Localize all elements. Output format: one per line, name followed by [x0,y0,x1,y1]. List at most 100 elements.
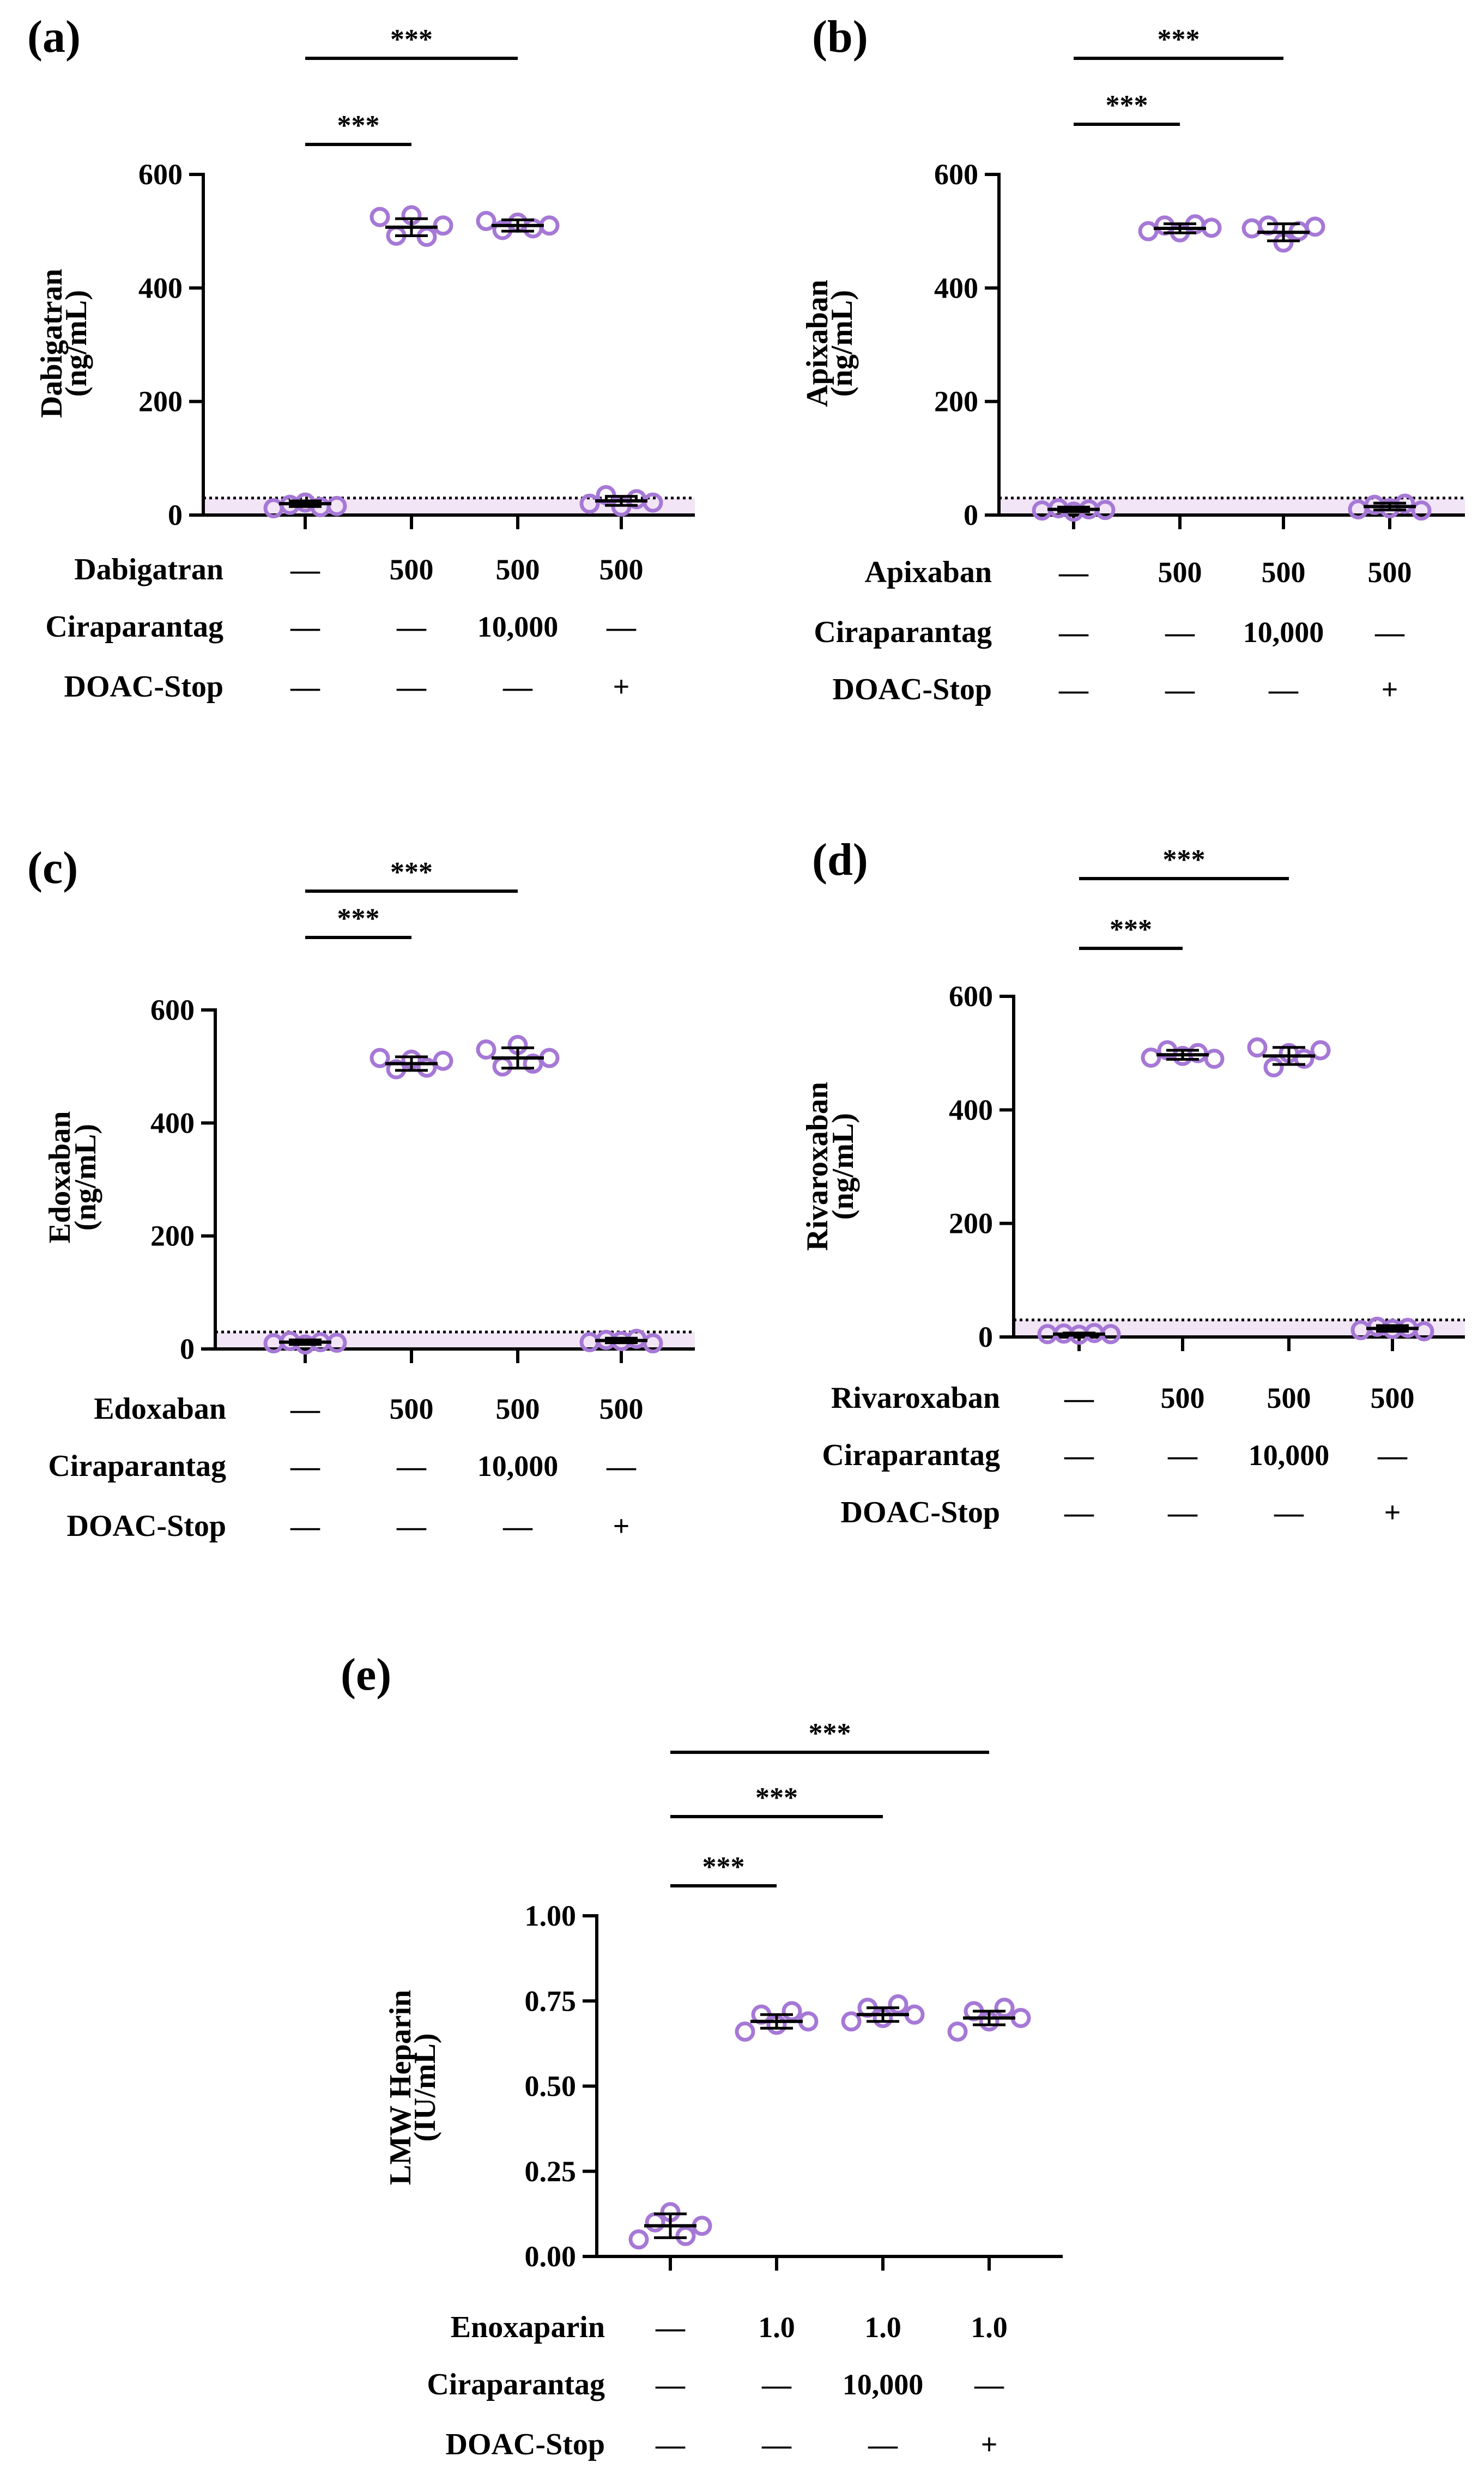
condition-row-label: DOAC-Stop [841,1496,1000,1529]
y-tick-label: 600 [949,980,993,1013]
condition-cell: — [290,1510,320,1542]
condition-cell: + [613,1510,630,1542]
data-point [1138,221,1159,241]
data-point [1294,1049,1315,1069]
data-point [433,1050,453,1071]
condition-cell: — [974,2368,1004,2401]
data-point [370,207,390,227]
data-point [476,1039,496,1060]
condition-row-label: Ciraparantag [45,610,223,644]
group-1 [1037,1323,1121,1345]
group-3 [476,1034,560,1077]
data-point [1241,218,1262,239]
significance-label: *** [702,1851,745,1883]
panel-1: 0200400600Dabigatran(ng/mL)(a)———500——50… [27,11,695,704]
condition-cell: 500 [1158,556,1202,589]
condition-row-label: Apixaban [865,555,992,589]
condition-cell: — [655,2428,686,2461]
condition-cell: — [761,2428,792,2461]
condition-row-label: Rivaroxaban [831,1381,1000,1415]
y-tick-label: 400 [150,1106,195,1139]
condition-cell: 10,000 [1249,1439,1330,1472]
y-tick-label: 400 [949,1093,993,1126]
condition-cell: 1.0 [864,2311,901,2344]
group-2 [735,2001,819,2042]
condition-row-label: Ciraparantag [427,2368,605,2401]
y-tick-label: 200 [138,385,183,418]
data-point [523,218,543,239]
group-1 [628,2202,712,2250]
data-point [947,2022,968,2042]
significance-label: *** [337,110,380,141]
data-point [994,1998,1015,2018]
data-point [1263,1057,1284,1078]
significance-label: *** [1106,90,1148,121]
condition-cell: + [981,2428,998,2461]
condition-cell: — [606,610,637,643]
group-4 [947,1998,1031,2042]
condition-cell: — [396,1450,427,1482]
condition-cell: — [1274,1496,1304,1529]
condition-cell: + [1384,1496,1401,1529]
condition-cell: 500 [1371,1382,1415,1414]
data-point [1414,1321,1434,1342]
condition-cell: — [1374,616,1405,649]
y-axis-label: Edoxaban [43,1111,77,1244]
significance-label: *** [337,903,380,934]
data-point [735,2022,755,2042]
condition-cell: — [1268,673,1299,706]
condition-row-label: DOAC-Stop [833,673,992,706]
data-point [645,2212,665,2232]
y-tick-label: 0.25 [525,2155,577,2188]
condition-cell: — [1165,673,1195,706]
condition-cell: 500 [1368,556,1412,589]
condition-cell: 500 [496,553,540,586]
y-tick-label: 0 [964,499,978,531]
condition-row-label: DOAC-Stop [64,670,223,704]
group-3 [1241,215,1325,253]
condition-cell: — [1058,616,1089,649]
condition-cell: — [290,1450,320,1482]
significance-label: *** [1158,24,1200,55]
data-point [675,2226,696,2246]
panel-label: (b) [812,11,868,62]
data-point [492,1056,513,1077]
condition-cell: — [1064,1382,1094,1414]
y-tick-label: 200 [949,1207,993,1240]
group-2 [370,205,453,247]
group-1 [263,492,347,518]
panel-4: 0200400600Rivaroxaban(ng/mL)(d)———500——5… [801,834,1465,1529]
data-point [628,2229,649,2250]
data-point [1247,1037,1268,1058]
condition-cell: 500 [390,553,434,586]
condition-cell: 500 [1262,556,1306,589]
condition-row-label: Enoxaparin [451,2310,605,2344]
condition-cell: 500 [496,1393,540,1425]
data-point [1141,1048,1161,1068]
condition-cell: 10,000 [1243,616,1324,649]
data-point [1305,216,1325,237]
condition-cell: + [613,670,630,703]
group-2 [1141,1040,1225,1069]
condition-cell: — [655,2311,686,2344]
y-axis-label: Apixaban [801,280,834,407]
condition-row-label: Ciraparantag [814,615,992,649]
y-tick-label: 0 [180,1333,195,1365]
condition-cell: — [1064,1439,1094,1472]
group-2 [370,1048,453,1080]
significance-label: *** [1163,844,1206,875]
condition-cell: — [502,1510,533,1542]
data-point [370,1048,390,1068]
condition-cell: — [1165,616,1195,649]
data-point [1204,1049,1225,1069]
condition-cell: 10,000 [477,610,559,643]
condition-row-label: Dabigatran [74,553,223,586]
condition-row-label: Ciraparantag [48,1449,226,1483]
y-tick-label: 600 [138,158,183,191]
panel-3: 0200400600Edoxaban(ng/mL)(c)———500——5001… [27,843,695,1543]
condition-cell: — [1058,556,1089,589]
group-2 [1138,214,1222,243]
data-point [433,215,453,236]
y-tick-label: 1.00 [525,1899,577,1932]
